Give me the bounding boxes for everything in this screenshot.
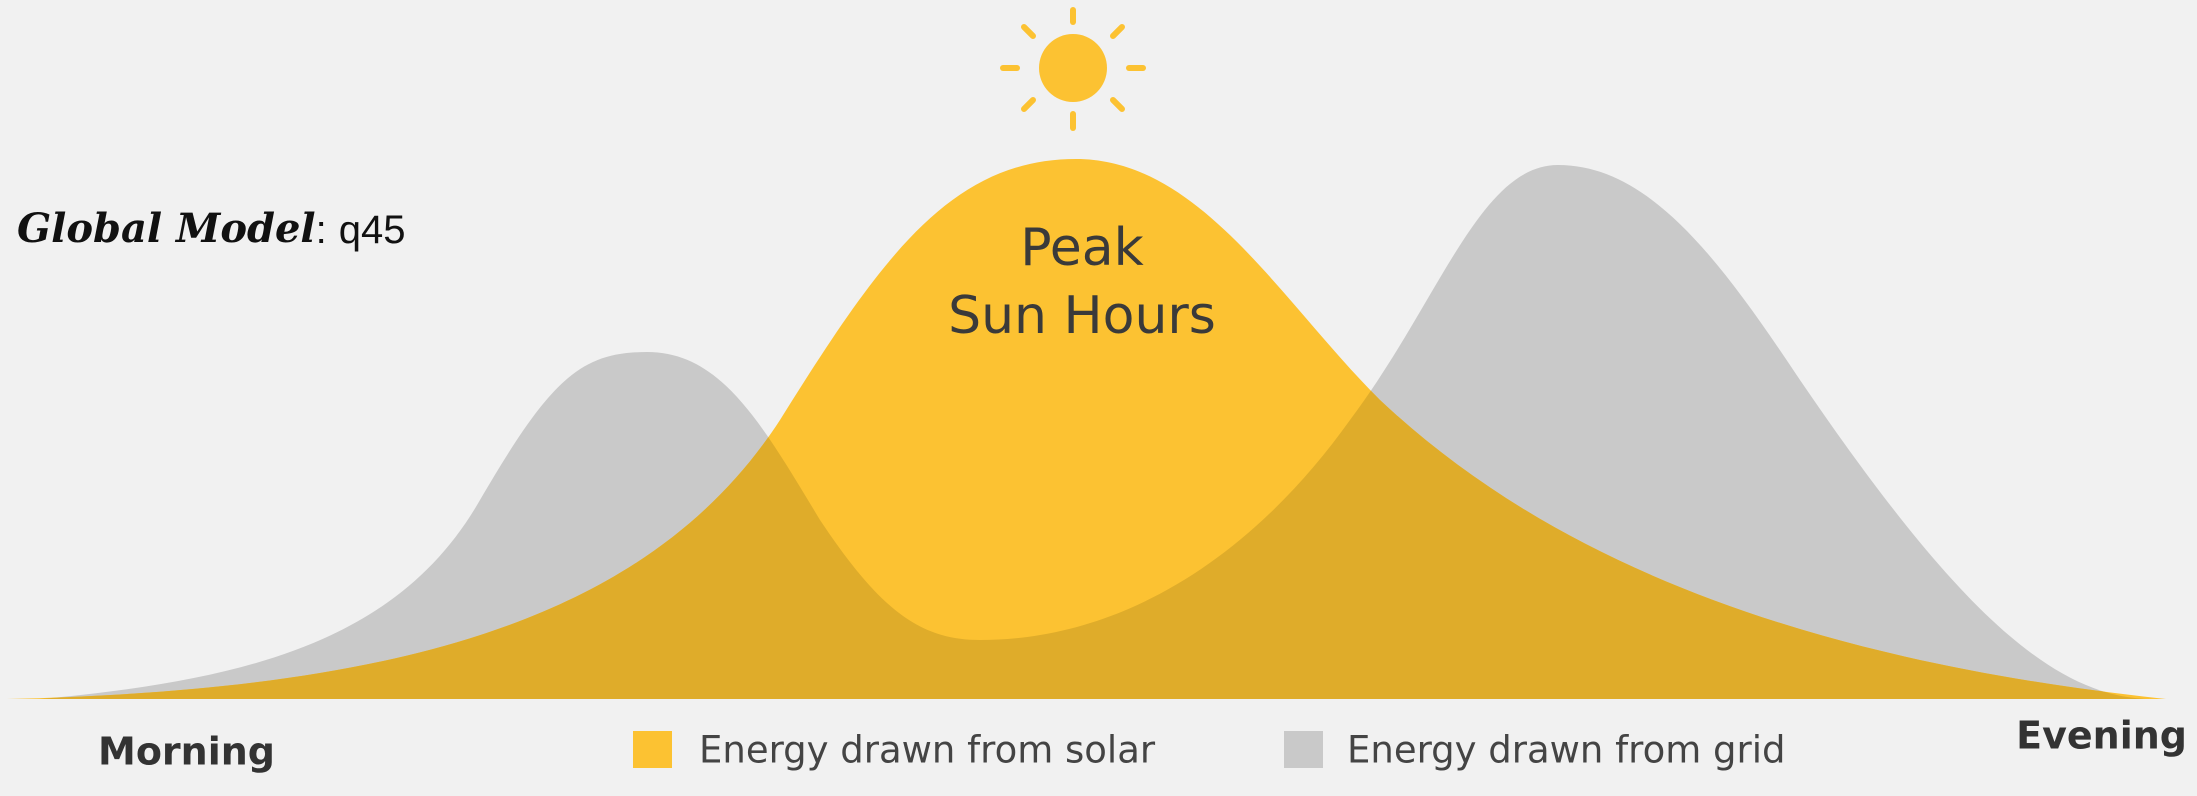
- header: Global Model: q45: [17, 205, 406, 252]
- legend-swatch: [1284, 731, 1323, 768]
- peak-line1: Peak: [1020, 218, 1143, 278]
- header-value: q45: [339, 208, 406, 252]
- sun-icon: [1000, 7, 1146, 131]
- legend-swatch: [633, 731, 672, 768]
- header-label: Global Model: [17, 205, 316, 252]
- legend-label: Energy drawn from solar: [699, 729, 1156, 772]
- axis-end: Evening: [2016, 714, 2187, 758]
- header-separator: :: [316, 208, 327, 252]
- axis-start: Morning: [98, 730, 275, 774]
- peak-line2: Sun Hours: [948, 286, 1216, 346]
- legend-label: Energy drawn from grid: [1347, 729, 1785, 772]
